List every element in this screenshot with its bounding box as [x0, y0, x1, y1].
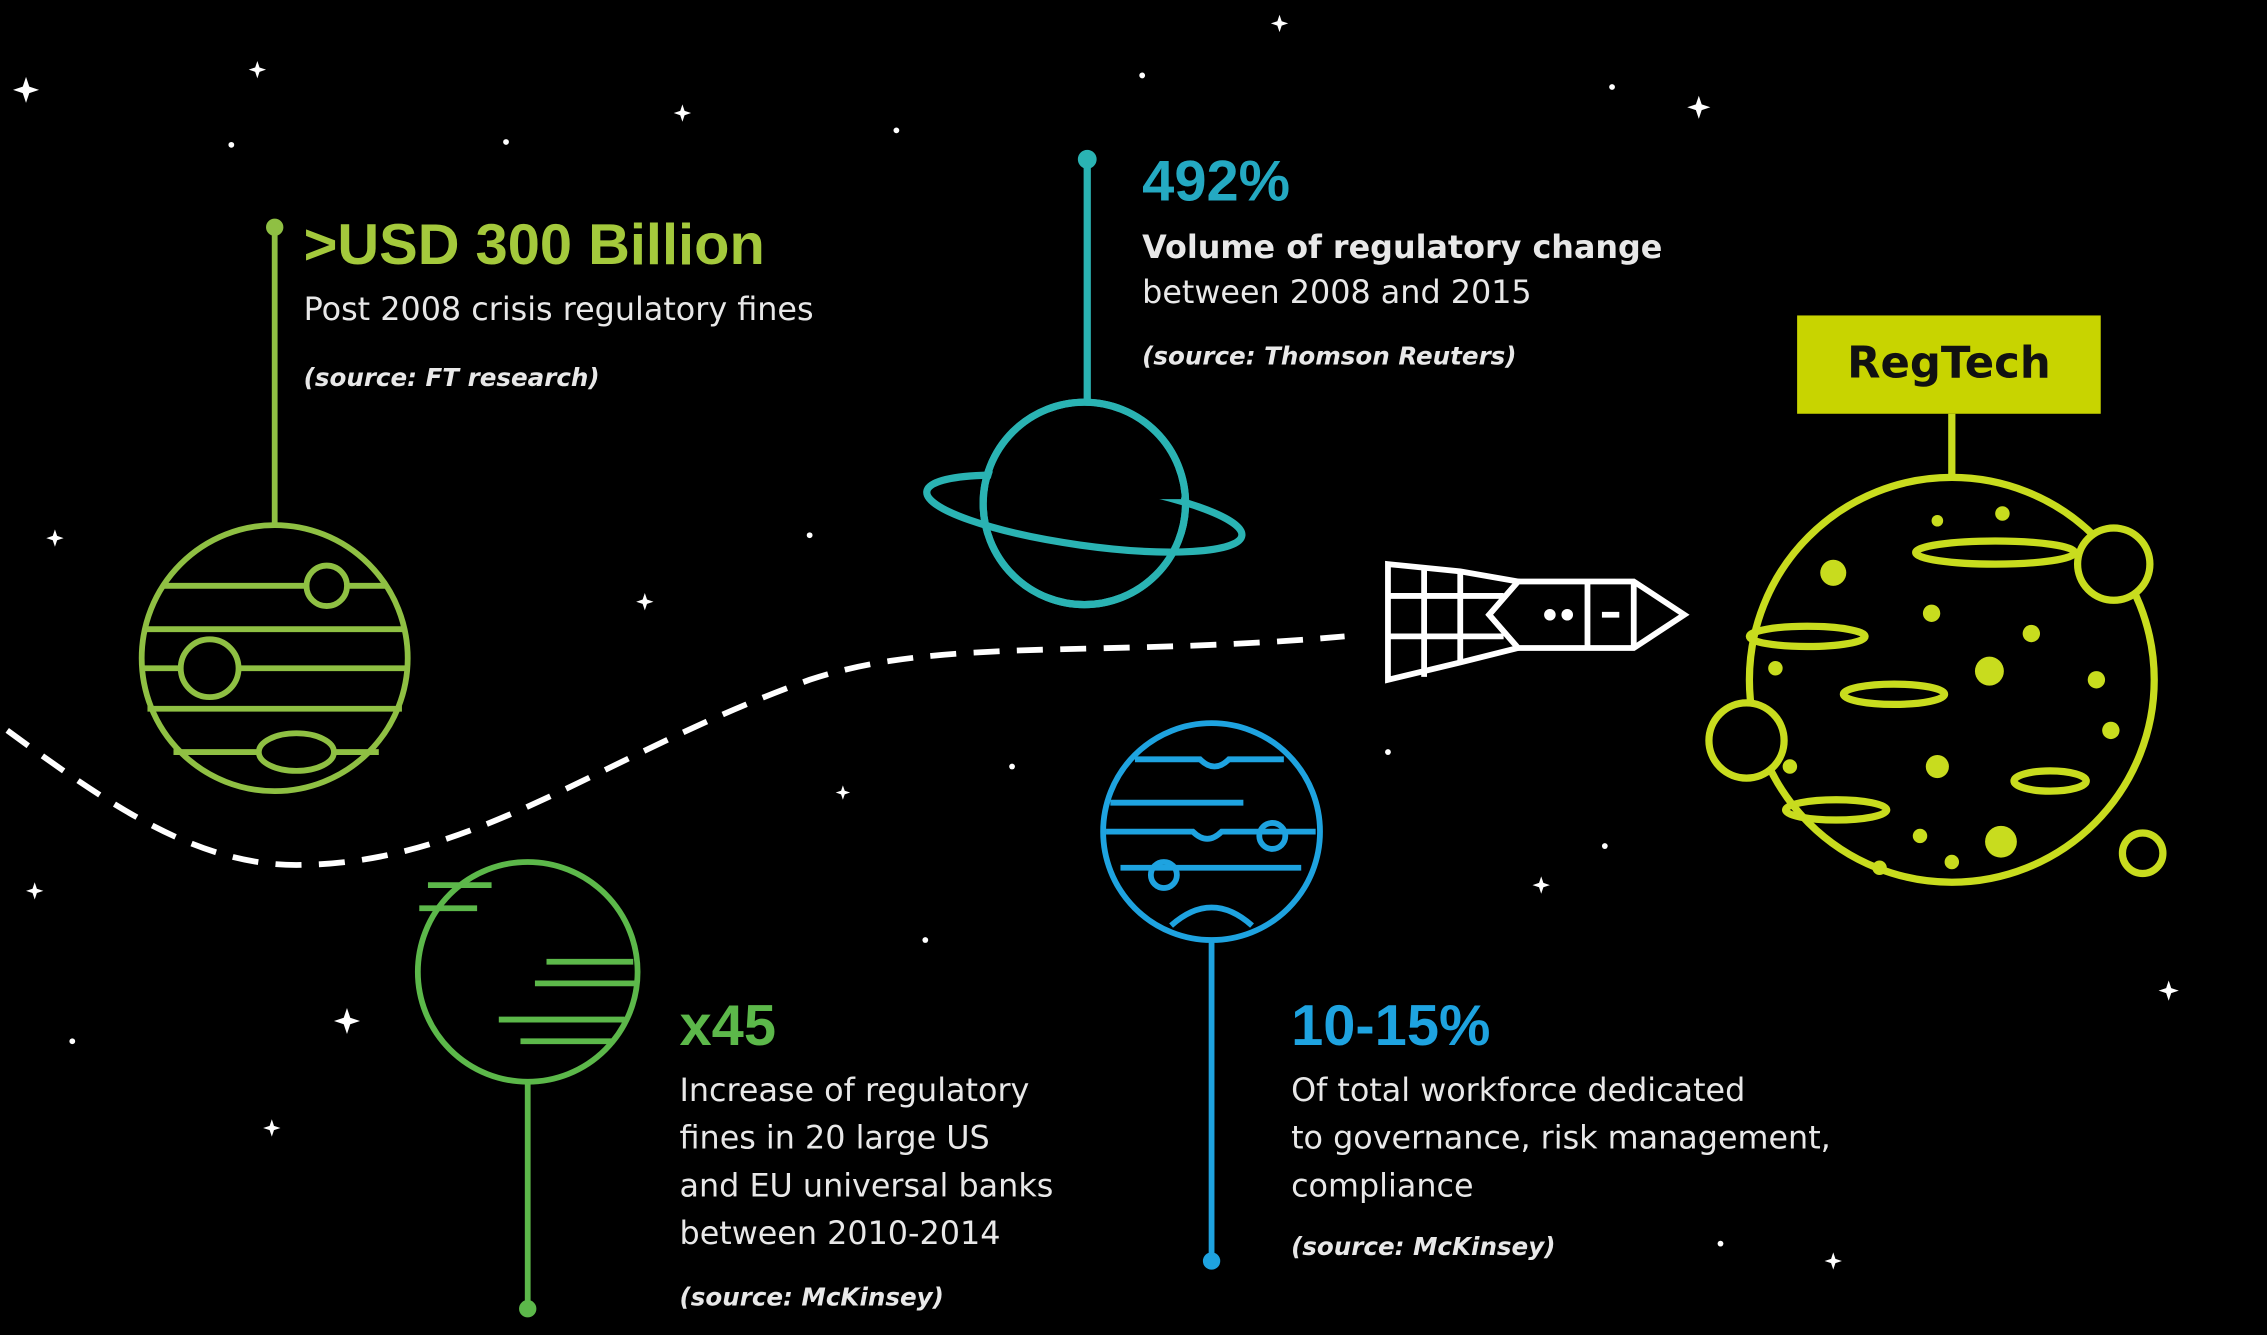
- star: [922, 937, 928, 943]
- stat-headline: >USD 300 Billion: [304, 213, 765, 277]
- star: [503, 139, 509, 145]
- infographic: RegTech >USD 300 Billion Post 2008 crisis…: [0, 0, 2267, 1335]
- star: [228, 142, 234, 148]
- stat-source: (source: Thomson Reuters): [1142, 341, 1516, 370]
- star: [1385, 749, 1391, 755]
- stat-headline: 10-15%: [1291, 994, 1490, 1058]
- stat-description: between 2010-2014: [680, 1215, 1001, 1252]
- star: [893, 127, 899, 133]
- star: [1602, 843, 1608, 849]
- stat-description: Volume of regulatory change: [1142, 229, 1662, 266]
- badge-label: RegTech: [1847, 339, 2051, 389]
- star: [807, 532, 813, 538]
- stat-description: Post 2008 crisis regulatory fines: [304, 291, 814, 328]
- stat-source: (source: FT research): [304, 363, 600, 392]
- stat-source: (source: McKinsey): [680, 1283, 944, 1312]
- stat-description: and EU universal banks: [680, 1167, 1054, 1204]
- star: [69, 1038, 75, 1044]
- stat-headline: 492%: [1142, 150, 1290, 214]
- stat-description: to governance, risk management,: [1291, 1120, 1831, 1157]
- page: RegTech >USD 300 Billion Post 2008 crisis…: [0, 0, 2267, 1335]
- star: [1009, 764, 1015, 770]
- stat-description: Of total workforce dedicated: [1291, 1072, 1745, 1109]
- stat-description: between 2008 and 2015: [1142, 274, 1531, 311]
- stat-headline: x45: [680, 994, 776, 1058]
- stat-description: Increase of regulatory: [680, 1072, 1030, 1109]
- star: [1609, 84, 1615, 90]
- stat-description: compliance: [1291, 1167, 1473, 1204]
- star: [1139, 73, 1145, 79]
- stat-description: fines in 20 large US: [680, 1120, 990, 1157]
- star: [1718, 1241, 1724, 1247]
- stat-source: (source: McKinsey): [1291, 1232, 1555, 1261]
